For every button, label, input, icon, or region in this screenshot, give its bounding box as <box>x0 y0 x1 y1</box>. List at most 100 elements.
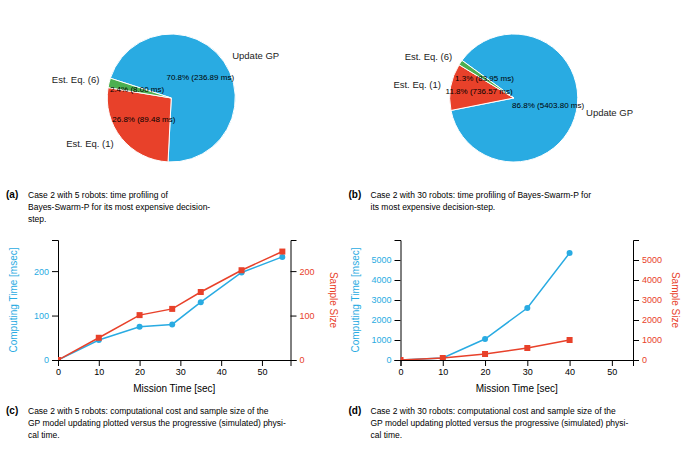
marker <box>440 355 446 360</box>
tick-label: 30 <box>176 367 186 377</box>
tick: 0 <box>633 355 647 365</box>
caption-text: its most expensive decision-step. <box>371 202 496 212</box>
marker <box>169 321 175 327</box>
tick: 20 <box>135 360 145 377</box>
axis-line <box>59 361 292 367</box>
tick-label: 20 <box>135 367 145 377</box>
caption-label: (a) <box>6 189 18 200</box>
tick: 2000 <box>371 315 400 325</box>
data-label: 70.8% (236.89 ms) <box>166 73 234 82</box>
marker <box>96 335 102 341</box>
tick-mark <box>291 271 297 272</box>
tick-label: 30 <box>523 367 533 377</box>
axis: 01020304050 <box>398 360 633 377</box>
tick-mark <box>395 340 401 341</box>
tick: 20 <box>481 360 491 377</box>
caption-text: cal time. <box>371 430 403 440</box>
pie-slice <box>108 78 171 98</box>
pie-slice <box>107 88 171 162</box>
tick-label: 200 <box>300 266 315 276</box>
caption: (a)Case 2 with 5 robots: time profiling … <box>6 189 210 224</box>
data-label: 26.8% (89.48 ms) <box>112 115 175 124</box>
marker <box>440 355 446 360</box>
tick-label: 40 <box>565 367 575 377</box>
tick-label: 0 <box>300 355 305 365</box>
tick-mark <box>633 340 639 341</box>
tick-mark <box>221 360 222 366</box>
data-label: 86.8% (5403.80 ms) <box>512 101 584 110</box>
axis: 0 10 20 30 40 50 <box>56 360 291 377</box>
tick: 40 <box>565 360 575 377</box>
tick: 0 <box>44 355 58 365</box>
caption-text: step. <box>28 214 46 224</box>
x-axis-title: Mission Time [sec] <box>476 383 558 394</box>
tick-label: 0 <box>44 355 49 365</box>
series-line <box>58 257 282 360</box>
marker <box>567 250 573 256</box>
tick-label: 4000 <box>642 275 662 285</box>
tick-label: 0 <box>56 367 61 377</box>
tick-mark <box>262 360 263 366</box>
marker <box>279 249 285 255</box>
tick-mark <box>612 360 613 366</box>
tick-label: 3000 <box>642 295 662 305</box>
tick-label: 0 <box>386 355 391 365</box>
axis-line <box>291 241 297 361</box>
tick: 2000 <box>633 315 662 325</box>
tick: 3000 <box>371 295 400 305</box>
marker <box>58 357 61 360</box>
tick: 0 <box>386 355 400 365</box>
y-axis-title: Computing Time [msec] <box>8 247 19 352</box>
tick-mark <box>633 300 639 301</box>
caption: (c)Case 2 with 5 robots: computational c… <box>6 405 286 440</box>
tick-mark <box>140 360 141 366</box>
tick-label: 50 <box>257 367 267 377</box>
y2-axis-title: Sample Size <box>328 272 339 329</box>
tick-label: 100 <box>34 311 49 321</box>
marker <box>137 324 143 330</box>
marker <box>524 305 530 311</box>
caption: (b)Case 2 with 30 robots: time profiling… <box>349 189 592 212</box>
tick-mark <box>485 360 486 366</box>
plot-area <box>401 250 573 360</box>
tick: 1000 <box>633 335 662 345</box>
tick: 0 <box>56 360 61 377</box>
tick-mark <box>395 320 401 321</box>
x-axis-title: Mission Time [sec] <box>133 383 215 394</box>
category-label: Est. Eq. (1) <box>393 79 441 90</box>
tick-label: 5000 <box>642 255 662 265</box>
category-label: Update GP <box>232 50 279 61</box>
caption-label: (d) <box>349 405 362 416</box>
data-label: 11.8% (736.57 ms) <box>446 87 513 96</box>
tick: 100 <box>34 311 58 321</box>
tick: 1000 <box>371 335 400 345</box>
caption-text: cal time. <box>28 430 60 440</box>
marker <box>198 289 204 295</box>
marker <box>169 306 175 312</box>
tick-mark <box>52 316 58 317</box>
tick: 10 <box>94 360 104 377</box>
data-label: 1.3% (83.95 ms) <box>455 74 514 83</box>
tick-mark <box>527 360 528 366</box>
caption-label: (b) <box>349 189 362 200</box>
tick: 5000 <box>371 255 400 265</box>
marker <box>279 254 285 260</box>
tick: 200 <box>291 266 315 276</box>
tick: 40 <box>217 360 227 377</box>
tick-label: 2000 <box>371 315 391 325</box>
tick: 100 <box>291 311 315 321</box>
axis-line <box>634 241 640 361</box>
tick-mark <box>395 280 401 281</box>
tick-mark <box>633 280 639 281</box>
tick: 10 <box>438 360 448 377</box>
plot-area <box>58 249 285 360</box>
tick-mark <box>633 320 639 321</box>
caption-text: GP model updating plotted versus the pro… <box>28 418 286 428</box>
axis: 0 100 200 <box>291 241 315 366</box>
marker <box>58 357 61 360</box>
series-line <box>401 340 570 360</box>
tick: 50 <box>257 360 267 377</box>
marker <box>401 357 404 360</box>
marker <box>482 351 488 357</box>
tick-label: 5000 <box>371 255 391 265</box>
